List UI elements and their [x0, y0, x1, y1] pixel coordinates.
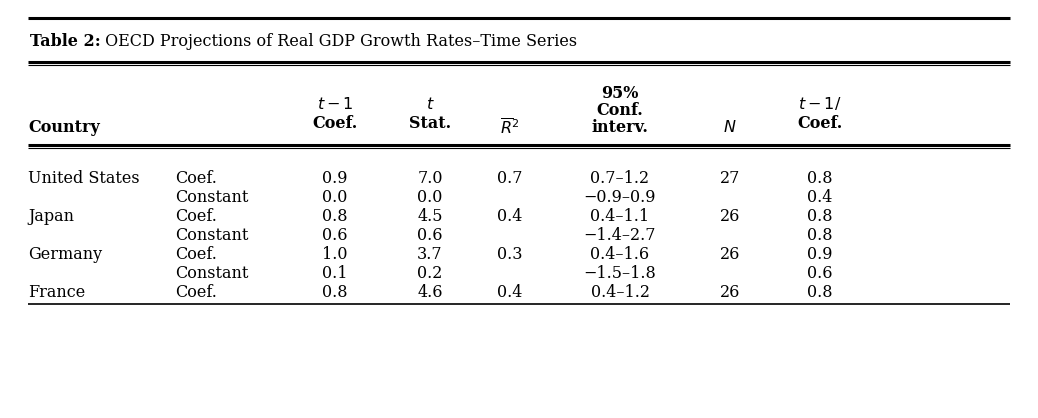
Text: 7.0: 7.0: [417, 170, 443, 187]
Text: 0.0: 0.0: [323, 189, 348, 206]
Text: 0.8: 0.8: [808, 208, 832, 225]
Text: Japan: Japan: [28, 208, 74, 225]
Text: 0.4–1.2: 0.4–1.2: [591, 284, 650, 301]
Text: Country: Country: [28, 119, 100, 136]
Text: 4.6: 4.6: [417, 284, 443, 301]
Text: 0.1: 0.1: [322, 265, 348, 282]
Text: −0.9–0.9: −0.9–0.9: [583, 189, 656, 206]
Text: 3.7: 3.7: [417, 246, 443, 263]
Text: 0.2: 0.2: [417, 265, 442, 282]
Text: 4.5: 4.5: [417, 208, 443, 225]
Text: Coef.: Coef.: [175, 284, 217, 301]
Text: Coef.: Coef.: [175, 246, 217, 263]
Text: France: France: [28, 284, 85, 301]
Text: 26: 26: [719, 284, 740, 301]
Text: 0.4: 0.4: [808, 189, 832, 206]
Text: 0.3: 0.3: [497, 246, 523, 263]
Text: 1.0: 1.0: [322, 246, 348, 263]
Text: −1.4–2.7: −1.4–2.7: [583, 227, 656, 244]
Text: 0.4: 0.4: [497, 284, 523, 301]
Text: Constant: Constant: [175, 265, 248, 282]
Text: 26: 26: [719, 246, 740, 263]
Text: 27: 27: [719, 170, 740, 187]
Text: Constant: Constant: [175, 227, 248, 244]
Text: 0.6: 0.6: [322, 227, 348, 244]
Text: Table 2:: Table 2:: [30, 33, 101, 51]
Text: Germany: Germany: [28, 246, 102, 263]
Text: $t-1/$: $t-1/$: [798, 96, 842, 113]
Text: 0.4–1.6: 0.4–1.6: [591, 246, 650, 263]
Text: $t$: $t$: [426, 96, 434, 113]
Text: OECD Projections of Real GDP Growth Rates–Time Series: OECD Projections of Real GDP Growth Rate…: [100, 33, 577, 51]
Text: Coef.: Coef.: [175, 208, 217, 225]
Text: 0.8: 0.8: [808, 227, 832, 244]
Text: interv.: interv.: [592, 119, 649, 136]
Text: −1.5–1.8: −1.5–1.8: [583, 265, 656, 282]
Text: 0.8: 0.8: [322, 208, 348, 225]
Text: Stat.: Stat.: [409, 115, 452, 132]
Text: 0.4: 0.4: [497, 208, 523, 225]
Text: Coef.: Coef.: [797, 115, 843, 132]
Text: 0.7–1.2: 0.7–1.2: [591, 170, 650, 187]
Text: 0.8: 0.8: [808, 284, 832, 301]
Text: 0.6: 0.6: [808, 265, 832, 282]
Text: $t-1$: $t-1$: [317, 96, 353, 113]
Text: 0.9: 0.9: [322, 170, 348, 187]
Text: Coef.: Coef.: [312, 115, 358, 132]
Text: Conf.: Conf.: [597, 102, 644, 119]
Text: Coef.: Coef.: [175, 170, 217, 187]
Text: 95%: 95%: [601, 85, 638, 102]
Text: $N$: $N$: [723, 119, 737, 136]
Text: 0.9: 0.9: [808, 246, 832, 263]
Text: 0.0: 0.0: [417, 189, 442, 206]
Text: 26: 26: [719, 208, 740, 225]
Text: $\overline{R}^2$: $\overline{R}^2$: [500, 119, 520, 139]
Text: 0.8: 0.8: [808, 170, 832, 187]
Text: United States: United States: [28, 170, 140, 187]
Text: 0.7: 0.7: [497, 170, 523, 187]
Text: Constant: Constant: [175, 189, 248, 206]
Text: 0.8: 0.8: [322, 284, 348, 301]
Text: 0.4–1.1: 0.4–1.1: [591, 208, 650, 225]
Text: 0.6: 0.6: [417, 227, 443, 244]
